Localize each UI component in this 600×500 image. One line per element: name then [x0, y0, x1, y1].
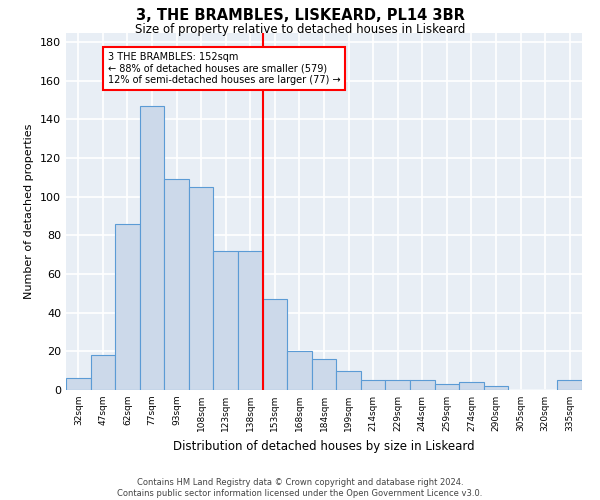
Bar — [115, 224, 140, 390]
Bar — [66, 378, 91, 390]
Bar — [410, 380, 434, 390]
Bar — [140, 106, 164, 390]
Bar — [189, 187, 214, 390]
Y-axis label: Number of detached properties: Number of detached properties — [25, 124, 34, 299]
Bar — [263, 299, 287, 390]
Bar — [484, 386, 508, 390]
Bar — [312, 359, 336, 390]
Bar — [385, 380, 410, 390]
Bar — [164, 180, 189, 390]
Bar — [91, 355, 115, 390]
Text: Size of property relative to detached houses in Liskeard: Size of property relative to detached ho… — [135, 22, 465, 36]
Bar — [434, 384, 459, 390]
Text: 3, THE BRAMBLES, LISKEARD, PL14 3BR: 3, THE BRAMBLES, LISKEARD, PL14 3BR — [136, 8, 464, 22]
Bar — [557, 380, 582, 390]
Bar — [459, 382, 484, 390]
Bar — [214, 251, 238, 390]
Bar — [287, 352, 312, 390]
Text: Contains HM Land Registry data © Crown copyright and database right 2024.
Contai: Contains HM Land Registry data © Crown c… — [118, 478, 482, 498]
Bar — [238, 251, 263, 390]
Bar — [336, 370, 361, 390]
Bar — [361, 380, 385, 390]
Text: 3 THE BRAMBLES: 152sqm
← 88% of detached houses are smaller (579)
12% of semi-de: 3 THE BRAMBLES: 152sqm ← 88% of detached… — [108, 52, 340, 85]
X-axis label: Distribution of detached houses by size in Liskeard: Distribution of detached houses by size … — [173, 440, 475, 452]
